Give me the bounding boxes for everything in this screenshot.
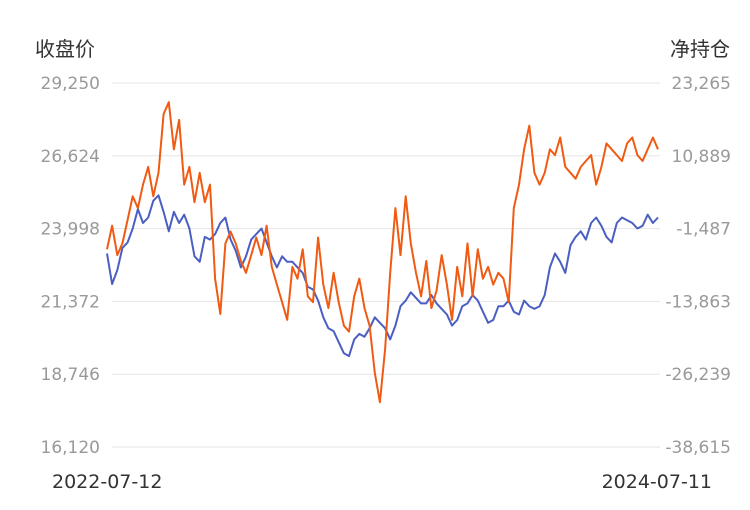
right-tick-label: -1,487 (676, 220, 731, 240)
right-tick-label: -26,239 (665, 365, 731, 385)
series-lines (106, 101, 659, 404)
x-axis-ticks: 2022-07-12 2024-07-11 (52, 471, 712, 493)
left-tick-label: 23,998 (41, 220, 100, 240)
left-tick-label: 18,746 (41, 365, 100, 385)
right-tick-label: -13,863 (665, 292, 731, 312)
left-axis-ticks: 29,250 26,624 23,998 21,372 18,746 16,120 (41, 74, 100, 458)
x-tick-start: 2022-07-12 (52, 471, 162, 493)
right-tick-label: -38,615 (665, 438, 731, 458)
right-axis-title: 净持仓 (670, 37, 730, 61)
left-tick-label: 21,372 (41, 292, 100, 312)
closing-price-line (106, 194, 659, 358)
gridlines (112, 82, 660, 448)
right-tick-label: 10,889 (672, 147, 731, 167)
left-tick-label: 29,250 (41, 74, 100, 94)
left-tick-label: 26,624 (41, 147, 100, 167)
x-tick-end: 2024-07-11 (602, 471, 712, 493)
right-axis-ticks: 23,265 10,889 -1,487 -13,863 -26,239 -38,615 (665, 74, 731, 458)
net-position-line (106, 101, 659, 404)
right-tick-label: 23,265 (672, 74, 731, 94)
left-axis-title: 收盘价 (35, 37, 95, 61)
left-tick-label: 16,120 (41, 438, 100, 458)
